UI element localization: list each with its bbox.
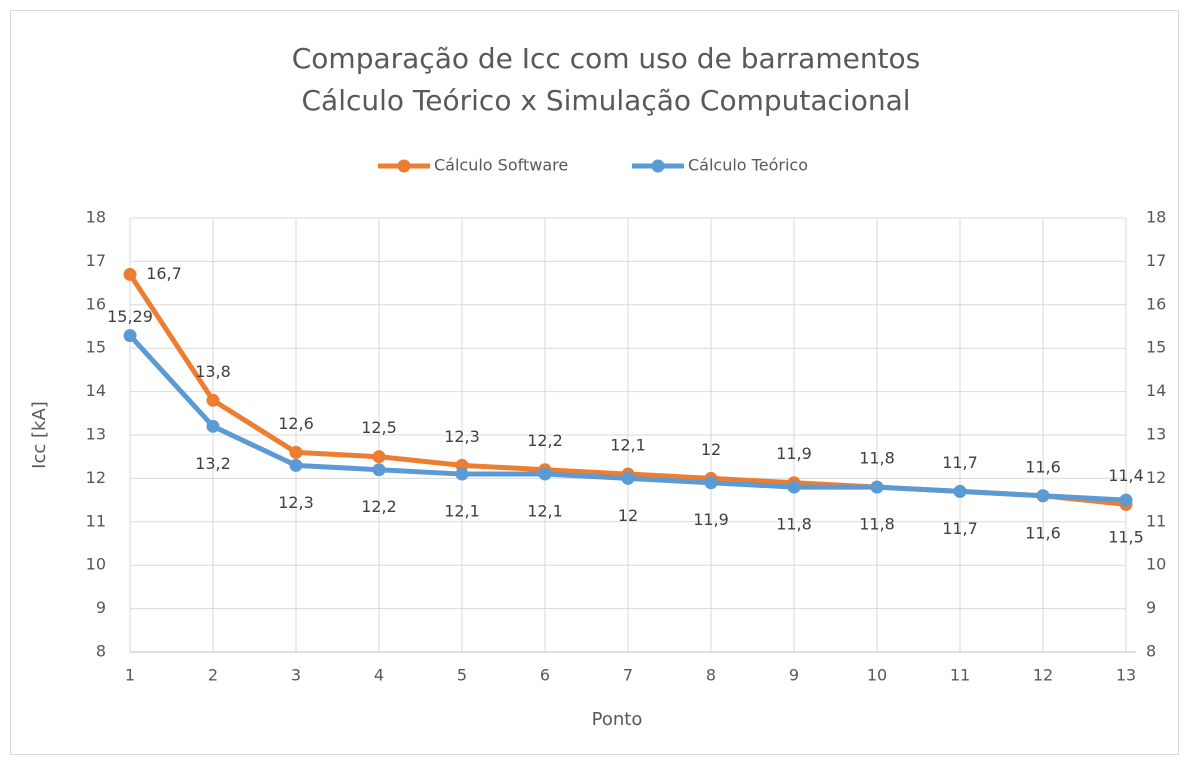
marker (372, 463, 386, 477)
legend-label: Cálculo Teórico (688, 156, 808, 175)
y2-tick-label: 9 (1146, 598, 1156, 617)
data-label: 12,5 (361, 418, 397, 437)
y-tick-label: 17 (86, 251, 106, 270)
marker (870, 480, 884, 494)
x-tick-label: 5 (457, 666, 467, 685)
data-label: 12,6 (278, 414, 314, 433)
chart-title: Comparação de Icc com uso de barramentos (292, 42, 921, 75)
data-label: 11,5 (1108, 528, 1144, 547)
x-tick-label: 6 (540, 666, 550, 685)
marker (289, 445, 303, 459)
y2-tick-label: 16 (1146, 294, 1166, 313)
marker (953, 484, 967, 498)
y-tick-label: 18 (86, 208, 106, 227)
data-label: 12,1 (527, 502, 563, 521)
data-label: 12,1 (610, 436, 646, 455)
y-tick-label: 13 (86, 425, 106, 444)
y2-tick-label: 8 (1146, 642, 1156, 661)
data-label: 12,1 (444, 502, 480, 521)
data-label: 11,4 (1108, 466, 1144, 485)
x-tick-label: 2 (208, 666, 218, 685)
x-axis-title: Ponto (592, 709, 643, 730)
marker (1036, 489, 1050, 503)
x-tick-label: 7 (623, 666, 633, 685)
data-label: 12,3 (278, 493, 314, 512)
marker (455, 467, 469, 481)
data-label: 11,8 (859, 515, 895, 534)
x-tick-label: 12 (1033, 666, 1053, 685)
y-tick-label: 15 (86, 338, 106, 357)
marker (123, 267, 137, 281)
data-label: 11,6 (1025, 523, 1061, 542)
x-tick-label: 9 (789, 666, 799, 685)
x-tick-label: 13 (1116, 666, 1136, 685)
data-label: 11,7 (942, 519, 978, 538)
data-label: 11,9 (693, 510, 729, 529)
marker (123, 329, 137, 343)
y2-tick-label: 18 (1146, 208, 1166, 227)
y2-tick-label: 11 (1146, 511, 1166, 530)
x-tick-label: 11 (950, 666, 970, 685)
marker (538, 467, 552, 481)
marker (206, 393, 220, 407)
data-label: 12 (701, 440, 721, 459)
y2-tick-label: 17 (1146, 251, 1166, 270)
x-tick-label: 10 (867, 666, 887, 685)
x-tick-label: 3 (291, 666, 301, 685)
legend-label: Cálculo Software (434, 156, 568, 175)
marker (289, 458, 303, 472)
data-label: 12 (618, 506, 638, 525)
data-label: 11,8 (776, 515, 812, 534)
x-tick-label: 8 (706, 666, 716, 685)
data-label: 12,2 (527, 431, 563, 450)
marker (1119, 493, 1133, 507)
data-label: 16,7 (146, 264, 182, 283)
y2-tick-label: 15 (1146, 338, 1166, 357)
x-tick-label: 1 (125, 666, 135, 685)
y2-tick-label: 12 (1146, 468, 1166, 487)
marker (787, 480, 801, 494)
marker (206, 419, 220, 433)
data-label: 12,2 (361, 497, 397, 516)
y-tick-label: 14 (86, 381, 106, 400)
chart-border (10, 10, 1179, 755)
data-label: 11,8 (859, 449, 895, 468)
y2-tick-label: 14 (1146, 381, 1166, 400)
data-label: 13,2 (195, 454, 231, 473)
data-label: 11,6 (1025, 457, 1061, 476)
y-tick-label: 10 (86, 555, 106, 574)
y2-tick-label: 13 (1146, 425, 1166, 444)
legend-marker (651, 159, 665, 173)
data-label: 11,9 (776, 444, 812, 463)
data-label: 13,8 (195, 362, 231, 381)
data-label: 15,29 (107, 307, 153, 326)
x-tick-label: 4 (374, 666, 384, 685)
y-tick-label: 11 (86, 511, 106, 530)
y-tick-label: 9 (96, 598, 106, 617)
data-label: 11,7 (942, 453, 978, 472)
marker (621, 471, 635, 485)
y-axis-title: Icc [kA] (29, 401, 50, 469)
y-tick-label: 12 (86, 468, 106, 487)
legend-marker (397, 159, 411, 173)
y-tick-label: 16 (86, 294, 106, 313)
marker (372, 450, 386, 464)
marker (704, 476, 718, 490)
data-label: 12,3 (444, 427, 480, 446)
y-tick-label: 8 (96, 642, 106, 661)
y2-tick-label: 10 (1146, 555, 1166, 574)
chart-subtitle: Cálculo Teórico x Simulação Computaciona… (301, 84, 910, 117)
